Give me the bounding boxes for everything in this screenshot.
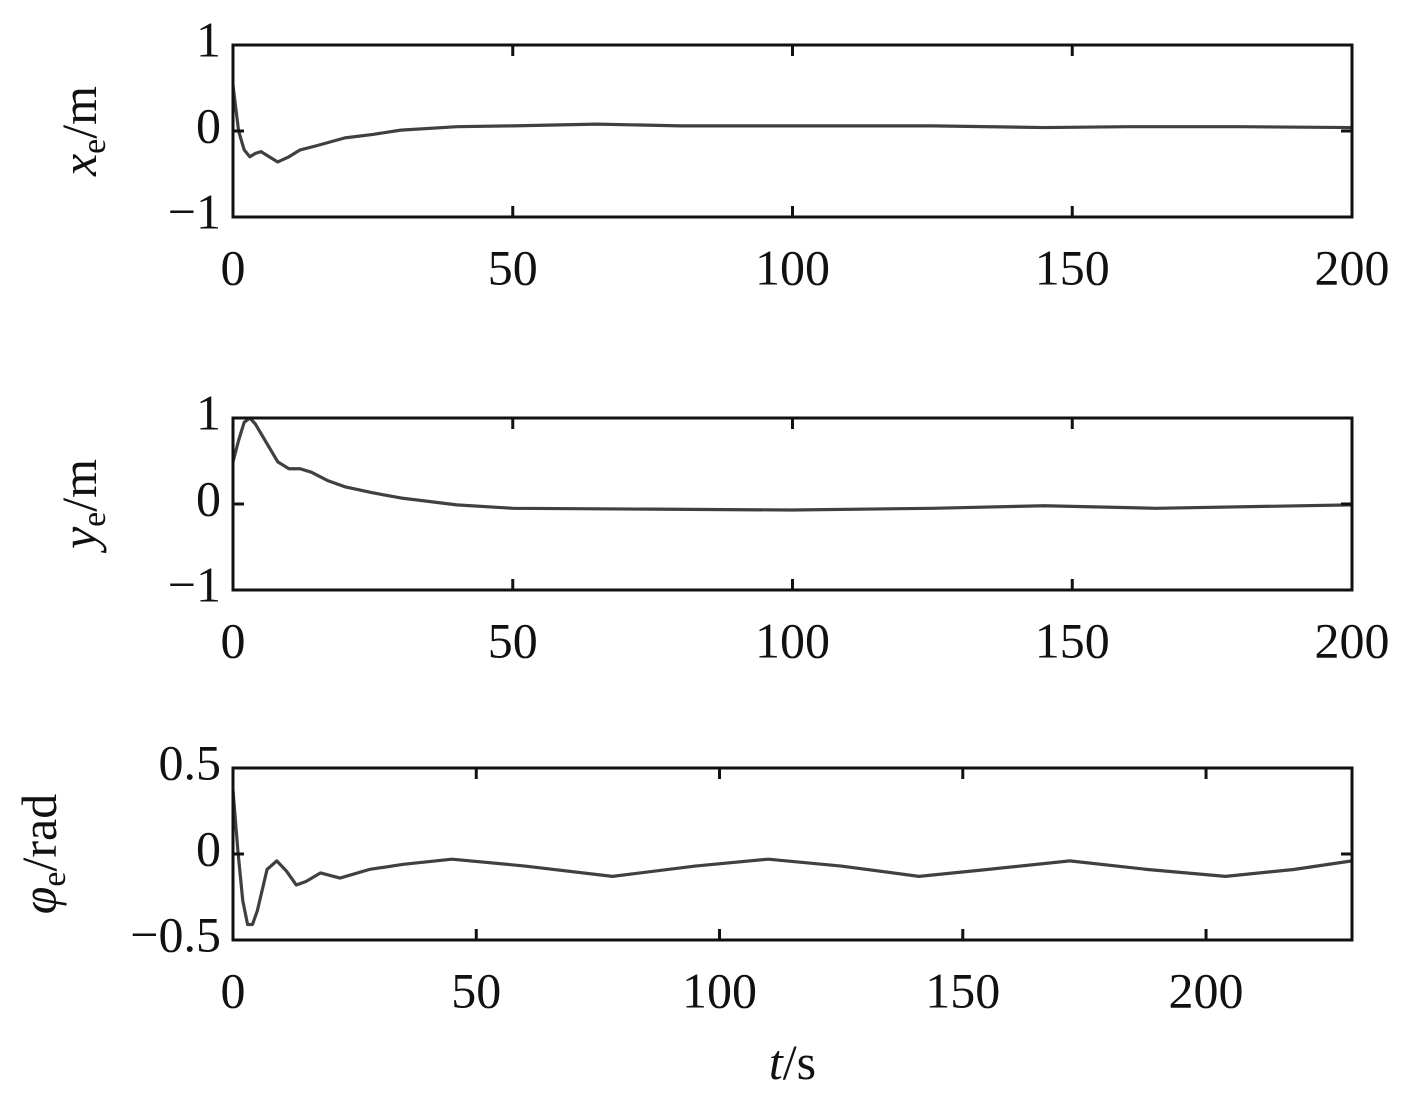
x-tick-label: 50 [451, 962, 501, 1018]
label-part: e [76, 139, 113, 154]
label-part: /m [51, 86, 107, 139]
x-tick-label: 50 [488, 612, 538, 668]
y-tick-label: −1 [168, 556, 221, 612]
x-tick-label: 0 [221, 612, 246, 668]
x-tick-label: 150 [1035, 239, 1110, 295]
x-tick-label: 150 [1035, 612, 1110, 668]
x-tick-label: 100 [755, 239, 830, 295]
label-part: /s [783, 1034, 816, 1090]
y-tick-label: 1 [196, 384, 221, 440]
x-tick-label: 50 [488, 239, 538, 295]
line [231, 790, 1353, 927]
y-tick-label: 0.5 [159, 734, 222, 790]
y-tick-label: 1 [196, 11, 221, 67]
axes-box [231, 766, 1354, 942]
label-part: e [36, 871, 73, 886]
label-part: /m [51, 459, 107, 512]
label-part: /rad [11, 794, 67, 872]
label-part: y [51, 526, 107, 554]
x-tick-label: 0 [221, 962, 246, 1018]
y-tick-label: 0 [196, 470, 221, 526]
y-tick-label: 0 [196, 820, 221, 876]
line [231, 85, 1353, 164]
y-tick-label: 0 [196, 97, 221, 153]
y-axis-label: φe/rad [11, 794, 72, 915]
line [231, 416, 1353, 512]
x-tick-label: 100 [682, 962, 757, 1018]
x-tick-label: 150 [925, 962, 1000, 1018]
y-tick-label: −1 [168, 183, 221, 239]
x-tick-label: 100 [755, 612, 830, 668]
axes-box [231, 416, 1354, 592]
x-axis-label: t/s [769, 1034, 816, 1090]
label-part: e [76, 512, 113, 527]
x-tick-label: 0 [221, 239, 246, 295]
label-part: x [51, 154, 107, 177]
y-axis-label: ye/m [51, 459, 112, 554]
y-axis-label: xe/m [51, 86, 112, 177]
label-part: φ [11, 887, 67, 915]
label-part: t [769, 1034, 784, 1090]
x-tick-label: 200 [1315, 239, 1390, 295]
x-tick-label: 200 [1315, 612, 1390, 668]
y-tick-label: −0.5 [130, 906, 221, 962]
x-tick-label: 200 [1169, 962, 1244, 1018]
